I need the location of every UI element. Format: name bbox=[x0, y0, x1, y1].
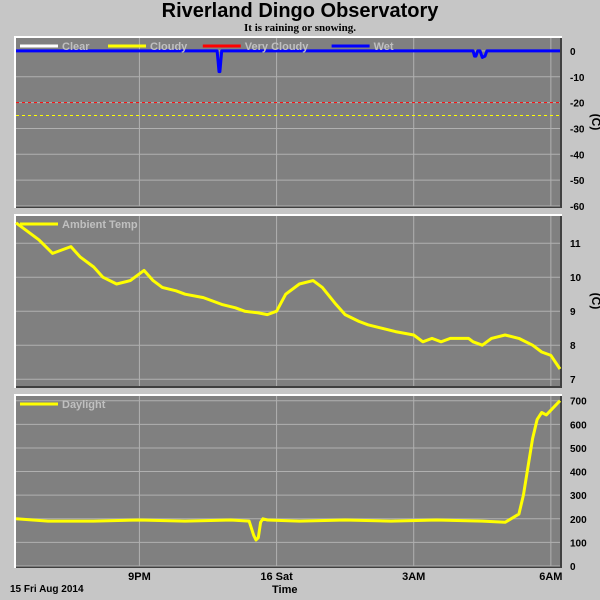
y-tick-label: 11 bbox=[570, 239, 581, 250]
page-title: Riverland Dingo Observatory bbox=[161, 0, 439, 22]
legend-entry: Cloudy bbox=[150, 41, 188, 53]
y-axis-label: (C) bbox=[589, 114, 600, 131]
panel-ambient: 7 8 9 10 11 (C) Ambient Temp bbox=[14, 214, 600, 388]
y-tick-label: 0 bbox=[570, 562, 576, 573]
status-message: It is raining or snowing. bbox=[244, 22, 356, 34]
plot-area bbox=[16, 216, 560, 386]
y-tick-label: 100 bbox=[570, 538, 587, 549]
y-tick-label: -10 bbox=[570, 73, 585, 84]
y-tick-label: 10 bbox=[570, 273, 582, 284]
y-tick-label: 9 bbox=[570, 307, 576, 318]
y-axis-label: (C) bbox=[589, 293, 600, 310]
plot-area bbox=[16, 38, 560, 206]
y-tick-label: 700 bbox=[570, 397, 587, 408]
y-tick-label: 0 bbox=[570, 47, 576, 58]
legend-entry: Ambient Temp bbox=[62, 219, 138, 231]
date-label: 15 Fri Aug 2014 bbox=[10, 584, 84, 595]
series-line-daylight bbox=[15, 399, 562, 542]
legend-entry: Wet bbox=[374, 41, 394, 53]
x-axis-label: Time bbox=[272, 584, 298, 596]
y-tick-label: 200 bbox=[570, 515, 587, 526]
x-tick-label: 16 Sat bbox=[260, 571, 293, 583]
x-tick-label: 3AM bbox=[402, 571, 425, 583]
y-tick-label: -20 bbox=[570, 99, 585, 110]
y-tick-label: 8 bbox=[570, 341, 576, 352]
y-tick-label: -40 bbox=[570, 150, 585, 161]
y-tick-label: -50 bbox=[570, 176, 585, 187]
legend-entry: Daylight bbox=[62, 399, 106, 411]
series-line-wet bbox=[16, 49, 560, 74]
plot-area bbox=[16, 396, 560, 566]
panel-daylight: 9PM 16 Sat 3AM 6AM 0 100 200 300 400 500 600 700 Day… bbox=[14, 394, 587, 583]
y-tick-label: 7 bbox=[570, 375, 576, 386]
panel-sky: 0 -10 -20 -30 -40 -50 -60 (C) Clear Cloudy Very Cl… bbox=[14, 36, 600, 213]
y-tick-label: -30 bbox=[570, 124, 585, 135]
y-tick-label: -60 bbox=[570, 202, 585, 213]
y-tick-label: 500 bbox=[570, 444, 587, 455]
y-tick-label: 600 bbox=[570, 420, 587, 431]
x-tick-label: 6AM bbox=[539, 571, 562, 583]
legend-entry: Very Cloudy bbox=[245, 41, 309, 53]
x-tick-label: 9PM bbox=[128, 571, 151, 583]
y-tick-label: 300 bbox=[570, 491, 587, 502]
y-tick-label: 400 bbox=[570, 468, 587, 479]
legend-entry: Clear bbox=[62, 41, 90, 53]
series-line-ambient-temp bbox=[15, 221, 562, 370]
